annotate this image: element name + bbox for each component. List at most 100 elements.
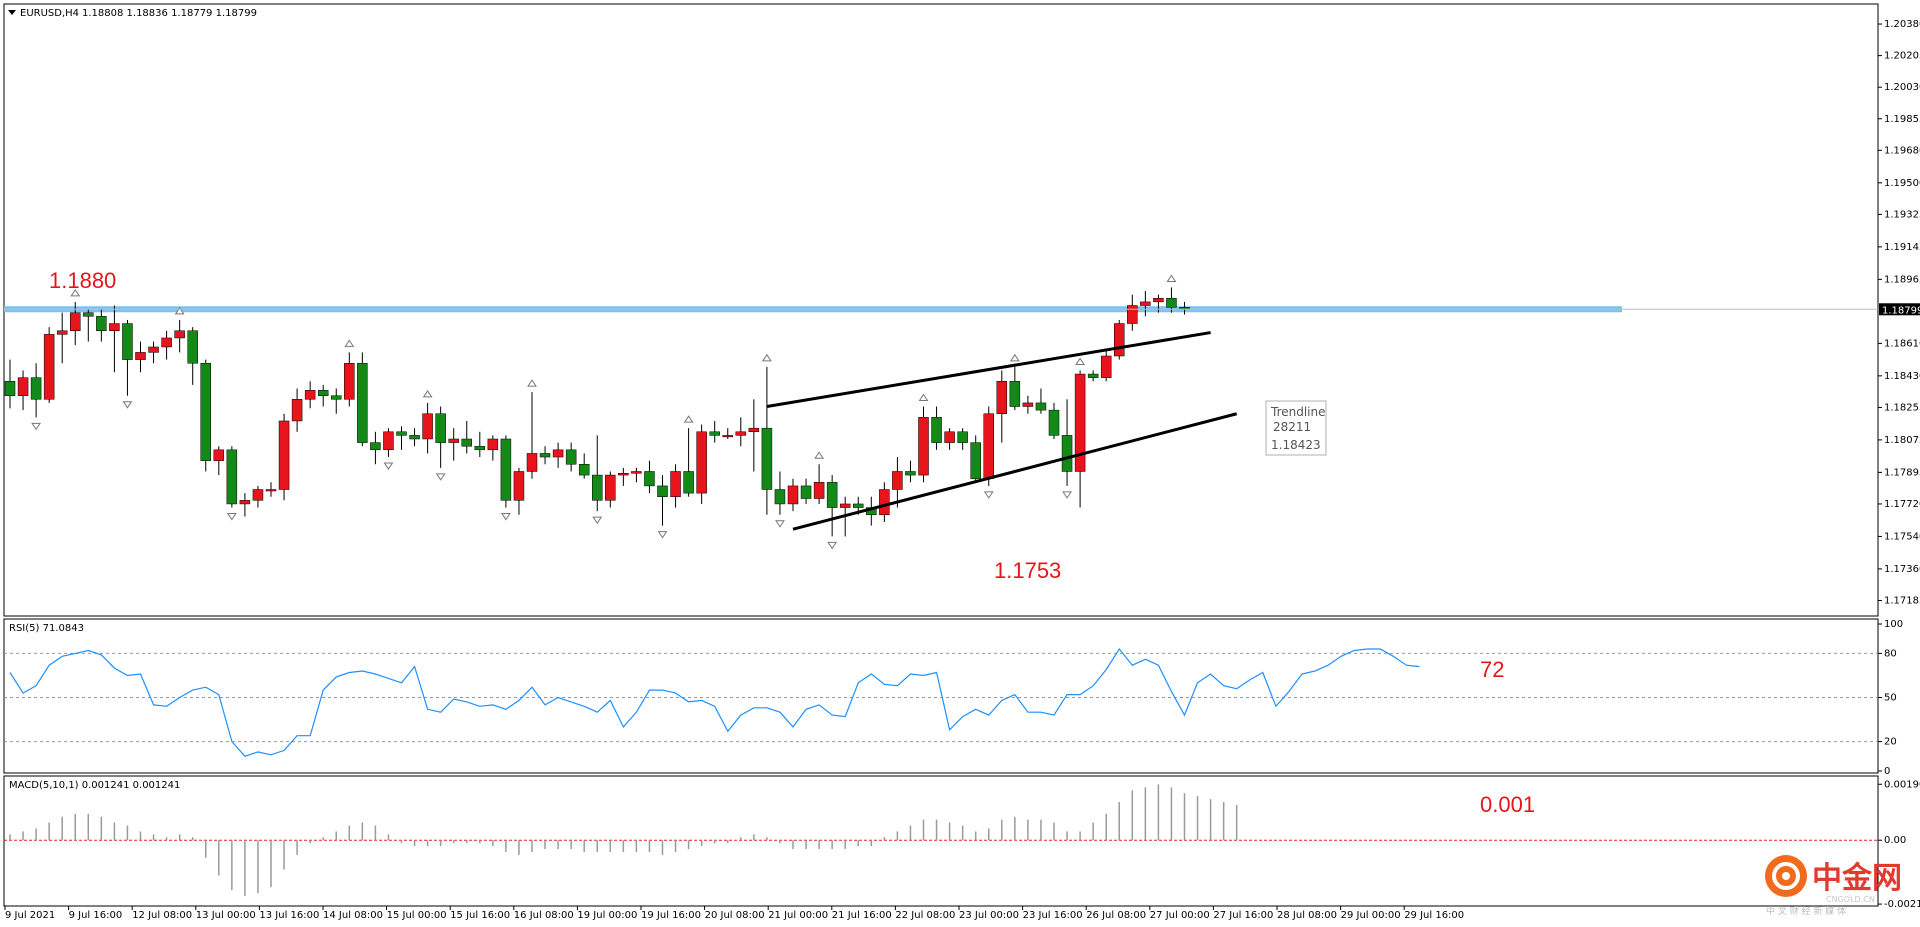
bull-candle-body <box>787 485 799 505</box>
bull-candle-body <box>879 489 890 516</box>
time-tick-label: 16 Jul 08:00 <box>514 910 574 921</box>
bull-candle-body <box>213 449 225 461</box>
candle <box>226 446 238 508</box>
bear-candle-body <box>1009 381 1021 407</box>
candle <box>696 424 707 504</box>
candle <box>657 475 668 526</box>
fractal-up-icon <box>1075 357 1086 365</box>
time-tick-label: 29 Jul 16:00 <box>1404 910 1464 921</box>
candle <box>1061 399 1073 486</box>
candle <box>357 352 368 447</box>
candle <box>748 399 760 472</box>
bull-candle-body <box>135 352 146 360</box>
candle <box>983 406 994 486</box>
bear-candle-body <box>96 316 107 331</box>
candle <box>96 309 107 342</box>
candle <box>1127 294 1138 331</box>
bull-candle-body <box>892 471 903 490</box>
candle <box>931 406 942 450</box>
bull-candle-body <box>605 474 616 501</box>
candle <box>396 426 407 450</box>
candle <box>161 330 172 360</box>
candle <box>187 327 198 385</box>
candle <box>200 359 211 472</box>
candle <box>1022 395 1034 414</box>
fractal-up-icon <box>683 415 694 423</box>
bull-candle-body <box>291 399 303 422</box>
bull-candle-body <box>1022 402 1034 407</box>
price-tick-label: 1.17185 <box>1884 595 1920 606</box>
candle <box>500 435 512 508</box>
candle <box>670 464 681 508</box>
bull-candle-body <box>735 431 747 436</box>
fractal-up-icon <box>527 379 537 387</box>
price-tick-label: 1.18430 <box>1884 371 1920 382</box>
bull-candle-body <box>174 330 185 339</box>
tooltip-title: Trendline <box>1270 405 1326 419</box>
bear-candle-body <box>761 427 773 490</box>
channel-upper-line <box>766 331 1211 409</box>
candle <box>239 493 251 517</box>
fractal-up-icon <box>814 451 825 459</box>
candle <box>1114 319 1125 360</box>
time-tick-label: 27 Jul 16:00 <box>1213 910 1273 921</box>
candle <box>970 435 981 483</box>
candle <box>317 384 329 407</box>
candle <box>252 485 264 508</box>
bull-candle-body <box>278 420 290 490</box>
bear-candle-body <box>357 362 368 443</box>
candle <box>43 327 55 403</box>
bull-candle-body <box>304 390 316 400</box>
bull-candle-body <box>161 337 172 348</box>
candle <box>174 319 185 353</box>
bear-candle-body <box>709 431 720 436</box>
fractal-down-icon <box>383 462 394 470</box>
price-tick-label: 1.18965 <box>1884 274 1920 285</box>
fractal-down-icon <box>31 422 42 431</box>
bear-candle-body <box>474 445 486 451</box>
candle <box>1087 370 1099 382</box>
bear-candle-body <box>331 395 342 400</box>
fractal-up-icon <box>761 353 772 362</box>
bull-candle-body <box>109 323 120 331</box>
bear-candle-body <box>683 471 694 494</box>
bull-candle-body <box>17 377 29 396</box>
bear-candle-body <box>461 438 472 447</box>
bull-candle-body <box>148 346 159 353</box>
bull-candle-body <box>996 381 1008 414</box>
candle <box>618 467 629 486</box>
fractal-down-icon <box>983 491 994 499</box>
watermark-domain: CNGOLD.CN <box>1826 895 1875 904</box>
bear-candle-body <box>1061 435 1073 472</box>
bear-candle-body <box>1087 373 1099 378</box>
price-tick-label: 1.17540 <box>1884 531 1920 542</box>
time-tick-label: 15 Jul 16:00 <box>450 910 510 921</box>
time-tick-label: 13 Jul 00:00 <box>196 910 256 921</box>
bear-candle-body <box>657 485 668 497</box>
time-tick-label: 28 Jul 08:00 <box>1277 910 1337 921</box>
time-tick-label: 9 Jul 16:00 <box>69 910 123 921</box>
time-tick-label: 13 Jul 16:00 <box>259 910 319 921</box>
candle <box>1035 388 1047 414</box>
price-tick-label: 1.19680 <box>1884 145 1920 156</box>
candle <box>1179 301 1190 315</box>
time-tick-label: 21 Jul 16:00 <box>832 910 892 921</box>
dropdown-triangle-icon[interactable] <box>8 10 16 15</box>
macd-annotation: 0.001 <box>1480 792 1535 817</box>
bear-candle-body <box>396 431 407 436</box>
rsi-header: RSI(5) 71.0843 <box>9 623 84 634</box>
rsi-tick-label: 20 <box>1884 737 1897 748</box>
candle <box>17 370 29 411</box>
bull-candle-body <box>944 431 955 443</box>
rsi-tick-label: 50 <box>1884 693 1897 704</box>
bull-candle-body <box>422 413 433 440</box>
bull-candle-body <box>56 330 68 335</box>
time-tick-label: 20 Jul 08:00 <box>705 910 765 921</box>
candle <box>461 420 472 454</box>
macd-panel-frame <box>3 775 1879 907</box>
price-tick-label: 1.17360 <box>1884 564 1920 575</box>
bear-candle-body <box>409 435 420 440</box>
bull-candle-body <box>239 500 251 505</box>
time-tick-label: 29 Jul 00:00 <box>1341 910 1401 921</box>
